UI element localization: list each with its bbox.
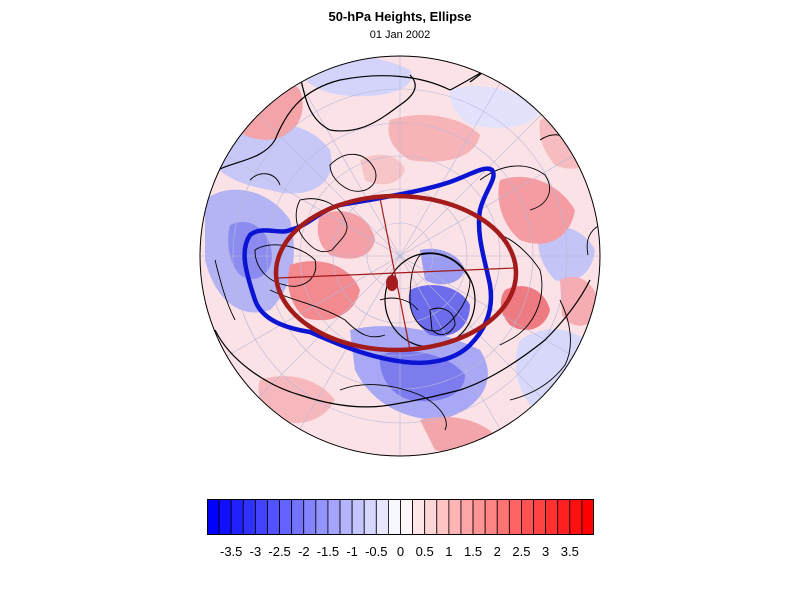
colorbar-box xyxy=(254,499,268,535)
colorbar-box xyxy=(375,499,389,535)
colorbar-box xyxy=(207,499,220,535)
colorbar-box xyxy=(569,499,583,535)
colorbar-box xyxy=(508,499,522,535)
globe-outline xyxy=(199,55,601,457)
colorbar-box xyxy=(351,499,365,535)
colorbar-tick-label: -3 xyxy=(249,544,262,559)
graticule xyxy=(200,56,600,456)
colorbar-box xyxy=(533,499,547,535)
colorbar-box xyxy=(291,499,305,535)
map-subtitle: 01 Jan 2002 xyxy=(369,29,431,41)
colorbar-tick-label: 0 xyxy=(396,544,405,559)
colorbar-box xyxy=(339,499,353,535)
colorbar-box xyxy=(230,499,244,535)
colorbar-box xyxy=(363,499,377,535)
colorbar-box xyxy=(460,499,474,535)
colorbar-tick-label: 3.5 xyxy=(560,544,579,559)
colorbar-tick-labels: -3.5 -3 -2.5 -2 -1.5 -1 -0.5 0 0.5 1 1.5 2 2.5 3 3.5 xyxy=(0,544,800,560)
colorbar-box xyxy=(400,499,413,535)
colorbar-box xyxy=(267,499,280,535)
colorbar-tick-label: -2.5 xyxy=(268,544,291,559)
ellipse-center-marker xyxy=(386,275,398,291)
colorbar-tick-label: 3 xyxy=(541,544,550,559)
colorbar-outline xyxy=(207,499,594,535)
ellipse-minor-axis xyxy=(379,197,411,351)
coastlines xyxy=(214,134,600,431)
map-title: 50-hPa Heights, Ellipse xyxy=(328,9,472,24)
colorbar-box xyxy=(279,499,293,535)
colorbar-box xyxy=(424,499,438,535)
colorbar-tick-label: -1.5 xyxy=(316,544,340,559)
colorbar-tick-label: 1 xyxy=(445,544,453,559)
colorbar-box xyxy=(388,499,401,535)
colorbar-box xyxy=(327,499,341,535)
colorbar-box xyxy=(472,499,486,535)
colorbar-box xyxy=(557,499,571,535)
colorbar-box xyxy=(448,499,462,535)
fitted-ellipse xyxy=(273,193,519,353)
colorbar-tick-label: 2.5 xyxy=(512,544,531,559)
colorbar-tick-label: -0.5 xyxy=(365,544,388,559)
colorbar-box xyxy=(303,499,317,535)
colorbar-box xyxy=(484,499,498,535)
polar-map xyxy=(199,55,601,457)
colorbar-tick-label: -3.5 xyxy=(219,544,243,559)
colorbar-box xyxy=(218,499,232,535)
colorbar-box xyxy=(242,499,256,535)
colorbar-box xyxy=(496,499,510,535)
colorbar-box xyxy=(581,499,594,535)
height-contours xyxy=(204,71,591,408)
ellipse-major-axis xyxy=(277,267,516,279)
colorbar-box xyxy=(436,499,450,535)
colorbar-tick-label: 1.5 xyxy=(464,544,483,559)
colorbar-tick-label: -2 xyxy=(298,544,310,559)
blue-contour xyxy=(242,166,496,366)
colorbar-box xyxy=(412,499,426,535)
colorbar-box xyxy=(521,499,534,535)
colorbar-box xyxy=(315,499,329,535)
colorbar-box xyxy=(545,499,559,535)
colorbar-tick-label: -1 xyxy=(346,544,358,559)
colorbar-tick-label: 2 xyxy=(493,544,501,559)
colorbar-tick-label: 0.5 xyxy=(415,544,434,559)
colorbar xyxy=(207,499,594,535)
